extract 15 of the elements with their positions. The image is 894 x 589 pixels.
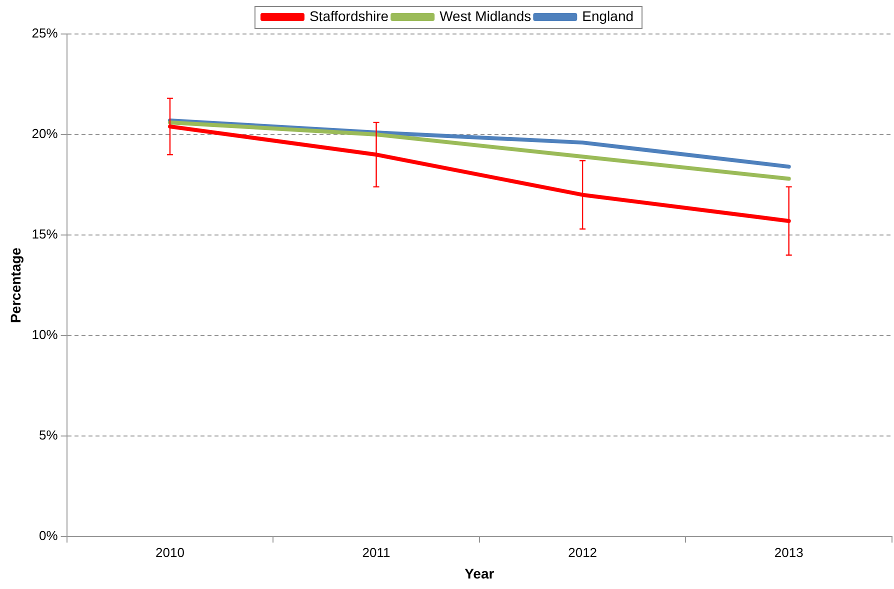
x-axis-title: Year <box>464 565 495 582</box>
x-tick-label: 2012 <box>568 544 598 560</box>
y-tick-label: 15% <box>32 226 58 242</box>
x-tick-label: 2010 <box>156 544 184 560</box>
legend-label: England <box>582 8 634 24</box>
y-tick-label: 0% <box>39 528 58 544</box>
x-tick-label: 2011 <box>362 544 390 560</box>
y-tick-label: 5% <box>39 428 58 443</box>
y-tick-label: 25% <box>32 26 58 41</box>
x-tick-label: 2013 <box>774 544 804 560</box>
y-axis-title: Percentage <box>7 247 24 324</box>
y-tick-label: 20% <box>32 126 58 142</box>
legend-label: Staffordshire <box>309 8 389 24</box>
y-tick-label: 10% <box>32 327 58 342</box>
legend-label: West Midlands <box>440 8 532 24</box>
